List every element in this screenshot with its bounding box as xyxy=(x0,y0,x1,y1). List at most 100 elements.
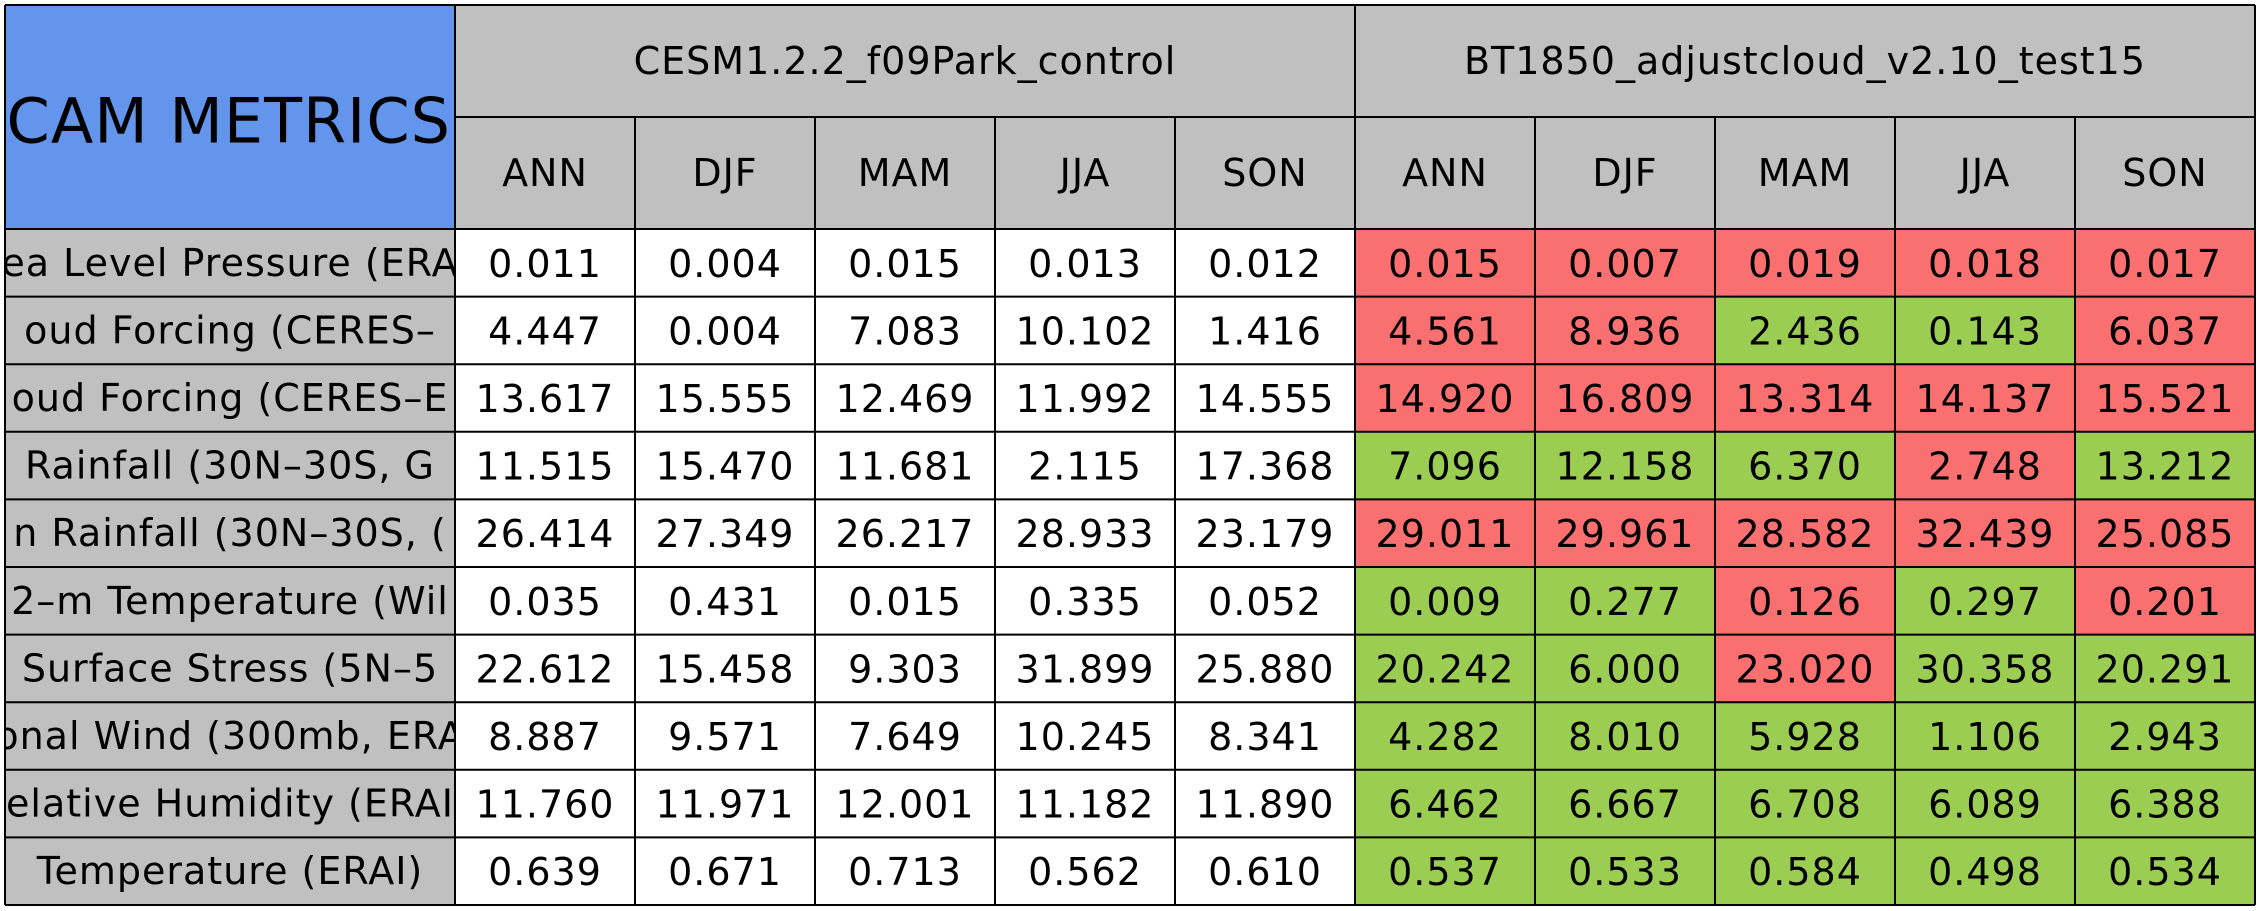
control-value-cell xyxy=(815,567,995,635)
control-value-cell xyxy=(995,837,1175,905)
case-header: BT1850_adjustcloud_v2.10_test15 xyxy=(1464,39,2146,83)
control-value: 11.971 xyxy=(656,783,795,827)
test-value: 0.297 xyxy=(1928,580,2042,624)
test-value-cell xyxy=(1535,296,1715,365)
row-label-cell xyxy=(5,567,455,635)
control-value: 11.681 xyxy=(836,445,975,489)
control-value-cell xyxy=(455,567,635,635)
control-value-cell xyxy=(995,296,1175,365)
test-value: 0.017 xyxy=(2108,242,2222,286)
control-value: 1.416 xyxy=(1208,309,1322,353)
test-value-cell xyxy=(1895,499,2075,567)
control-value: 0.015 xyxy=(848,242,962,286)
test-value: 0.534 xyxy=(2108,850,2222,894)
row-label: onal Wind (300mb, ERA xyxy=(0,714,465,758)
test-value: 0.009 xyxy=(1388,580,1502,624)
control-value: 13.617 xyxy=(476,377,615,421)
control-value-cell xyxy=(815,296,995,365)
control-value-cell xyxy=(995,567,1175,635)
test-value: 13.314 xyxy=(1736,377,1875,421)
test-value-cell xyxy=(1355,499,1535,567)
control-value-cell xyxy=(1175,296,1355,365)
control-value-cell xyxy=(995,499,1175,567)
control-value-cell xyxy=(635,837,815,905)
case-header-cell xyxy=(455,5,1355,117)
control-value: 11.182 xyxy=(1016,783,1155,827)
test-value: 4.282 xyxy=(1388,715,1502,759)
test-value: 1.106 xyxy=(1928,715,2042,759)
control-value-cell xyxy=(635,229,815,297)
control-value-cell xyxy=(1175,634,1355,703)
control-value-cell xyxy=(995,364,1175,432)
control-value: 0.035 xyxy=(488,580,602,624)
test-value-cell xyxy=(1355,364,1535,432)
control-value: 28.933 xyxy=(1016,512,1155,556)
test-value: 0.277 xyxy=(1568,580,1682,624)
control-value-cell xyxy=(1175,769,1355,838)
test-value-cell xyxy=(2075,567,2255,635)
control-value: 11.515 xyxy=(476,445,615,489)
control-value: 27.349 xyxy=(656,512,795,556)
test-value: 29.011 xyxy=(1376,512,1515,556)
control-value-cell xyxy=(1175,229,1355,297)
season-header: ANN xyxy=(502,151,588,195)
test-value-cell xyxy=(1535,702,1715,770)
control-value: 0.004 xyxy=(668,309,782,353)
control-value: 15.470 xyxy=(656,445,795,489)
row-label: oud Forcing (CERES–E xyxy=(12,376,449,420)
control-value: 9.571 xyxy=(668,715,782,759)
row-label: elative Humidity (ERAI xyxy=(6,782,454,826)
row-label-cell xyxy=(5,837,455,905)
control-value-cell xyxy=(815,364,995,432)
test-value-cell xyxy=(2075,364,2255,432)
control-value: 0.431 xyxy=(668,580,782,624)
test-value-cell xyxy=(1895,364,2075,432)
control-value-cell xyxy=(995,702,1175,770)
row-label: 2–m Temperature (Wil xyxy=(11,579,449,623)
test-value: 0.537 xyxy=(1388,850,1502,894)
control-value: 4.447 xyxy=(488,309,602,353)
control-value: 0.013 xyxy=(1028,242,1142,286)
row-label-cell xyxy=(5,702,455,770)
test-value: 6.370 xyxy=(1748,445,1862,489)
control-value-cell xyxy=(815,431,995,500)
control-value-cell xyxy=(635,769,815,838)
test-value: 14.137 xyxy=(1916,377,2055,421)
season-header-cell xyxy=(635,117,815,229)
season-header-cell xyxy=(1535,117,1715,229)
test-value: 20.291 xyxy=(2096,647,2235,691)
season-header-cell xyxy=(1895,117,2075,229)
test-value-cell xyxy=(2075,296,2255,365)
test-value-cell xyxy=(1715,364,1895,432)
control-value-cell xyxy=(455,364,635,432)
control-value: 9.303 xyxy=(848,647,962,691)
control-value-cell xyxy=(455,499,635,567)
test-value: 30.358 xyxy=(1916,647,2055,691)
test-value: 0.143 xyxy=(1928,309,2042,353)
test-value: 25.085 xyxy=(2096,512,2235,556)
test-value-cell xyxy=(1535,499,1715,567)
test-value: 6.462 xyxy=(1388,783,1502,827)
season-header: JJA xyxy=(1958,151,2011,195)
control-value: 0.639 xyxy=(488,850,602,894)
control-value-cell xyxy=(1175,702,1355,770)
test-value: 8.936 xyxy=(1568,309,1682,353)
test-value-cell xyxy=(1535,364,1715,432)
test-value-cell xyxy=(1715,296,1895,365)
control-value: 23.179 xyxy=(1196,512,1335,556)
test-value: 8.010 xyxy=(1568,715,1682,759)
control-value-cell xyxy=(1175,364,1355,432)
control-value-cell xyxy=(635,431,815,500)
control-value: 15.555 xyxy=(656,377,795,421)
control-value-cell xyxy=(635,702,815,770)
test-value-cell xyxy=(2075,769,2255,838)
control-value-cell xyxy=(995,634,1175,703)
control-value-cell xyxy=(1175,499,1355,567)
row-label-cell xyxy=(5,229,455,297)
season-header-cell xyxy=(2075,117,2255,229)
test-value-cell xyxy=(1535,229,1715,297)
control-value: 0.562 xyxy=(1028,850,1142,894)
control-value: 11.760 xyxy=(476,783,615,827)
row-label: Temperature (ERAI) xyxy=(36,849,424,893)
test-value: 20.242 xyxy=(1376,647,1515,691)
